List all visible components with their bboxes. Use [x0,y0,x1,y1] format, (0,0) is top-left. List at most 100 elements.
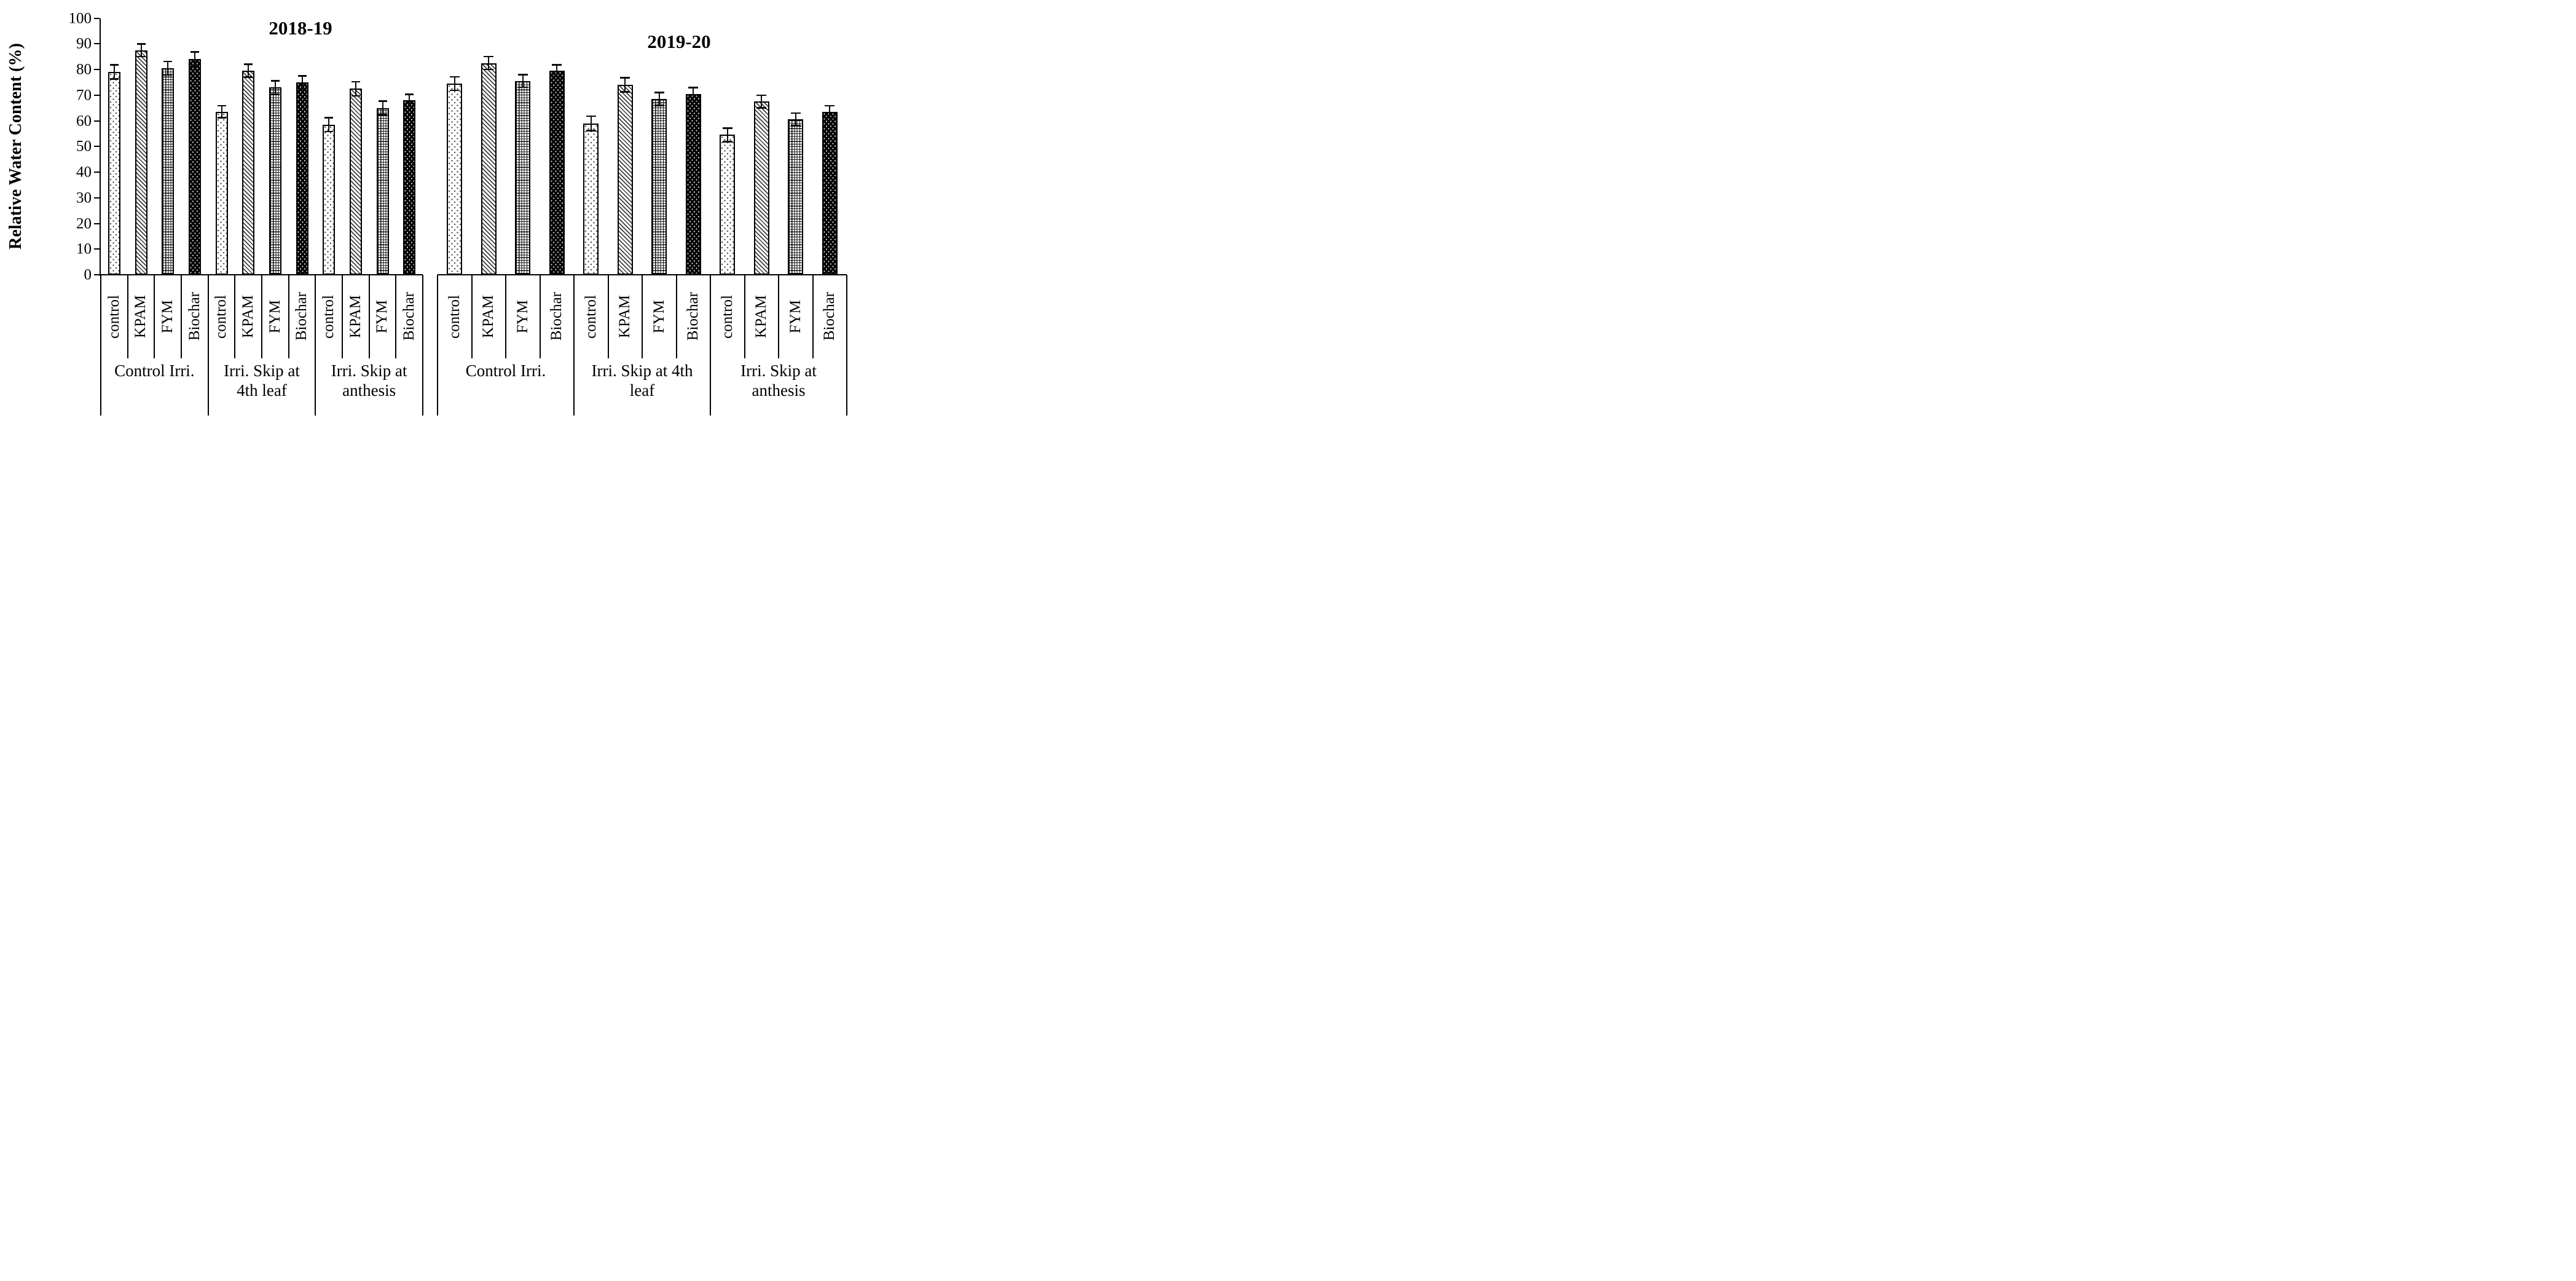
bar-label-cell: Biochar [289,276,316,357]
error-bar-cap-top [484,55,494,58]
bar-label-cell: FYM [779,276,813,357]
bar-label-cell: KPAM [608,276,643,357]
error-bar-cap-bottom [586,130,596,132]
error-bar-cap-bottom [297,88,307,90]
y-tick [94,120,100,122]
error-bar-cap-top [586,115,596,117]
bar-label: FYM [787,299,804,334]
label-separator-line [675,275,677,358]
bar-label-cell: control [574,276,608,357]
y-tick [94,223,100,224]
error-bar-cap-top [756,94,767,97]
y-tick-label: 60 [76,112,92,129]
y-axis-title: Relative Water Content (%) [6,43,25,250]
y-tick-label: 30 [76,189,92,207]
y-tick-label: 40 [76,164,92,181]
error-bar-line [248,64,249,77]
bar-label: FYM [266,299,283,334]
bar-KPAM [135,50,147,275]
error-bar-cap-top [790,112,801,114]
y-tick [94,94,100,96]
bar-label: Biochar [548,292,565,341]
label-separator-line [812,275,814,358]
error-bar-line [693,87,694,101]
bar-Biochar [822,111,838,275]
bar-label-cell: control [101,276,128,357]
bar-Biochar [296,82,308,275]
bar-label: control [446,294,463,339]
group-separator-line [100,275,101,416]
error-bar-line [454,76,455,91]
error-bar-line [726,128,728,142]
group-separator-line [207,275,209,416]
error-bar-line [167,61,169,76]
group-caption: Control Irri. [101,361,208,416]
error-bar-cap-bottom [136,55,146,58]
label-separator-line [181,275,182,358]
error-bar-line [140,44,142,57]
error-bar-line [556,65,558,77]
error-bar-cap-bottom [190,65,199,68]
group-caption: Irri. Skip at anthesis [315,361,423,416]
error-bar-cap-top [244,63,253,65]
bar-label-cell: KPAM [128,276,155,357]
error-bar-line [328,117,330,132]
bar-Biochar [403,100,416,275]
bar-label: FYM [650,299,667,334]
error-bar-cap-top [378,100,387,102]
y-tick-label: 90 [76,35,92,52]
y-axis-line [100,18,101,276]
y-tick [94,17,100,19]
error-bar-line [761,95,763,108]
group-caption: Control Irri. [438,361,574,416]
bar-label: control [718,294,736,339]
bar-label: KPAM [240,295,257,338]
error-bar-cap-top [552,64,562,66]
bar-KPAM [481,63,497,275]
error-bar-cap-top [136,43,146,45]
label-separator-line [395,275,397,358]
bar-FYM [515,81,531,275]
bar-chart-relative-water-content: Relative Water Content (%) 0 10 20 30 40 50 60… [0,0,858,427]
group-caption: Irri. Skip at 4th leaf [574,361,710,416]
y-tick [94,248,100,250]
bar-label-cell: control [208,276,235,357]
error-bar-cap-top [722,127,732,129]
error-bar-line [113,65,115,79]
error-bar-cap-bottom [517,86,528,89]
y-tick [94,69,100,70]
y-tick-label: 0 [84,266,92,283]
error-bar-cap-top [620,77,630,79]
error-bar-cap-bottom [405,105,414,108]
error-bar-line [488,56,490,70]
label-separator-line [154,275,155,358]
error-bar-line [382,101,383,115]
bar-FYM [269,87,281,275]
error-bar-cap-top [405,93,414,95]
group-caption-line: Irri. Skip at 4th [591,361,693,380]
y-tick [94,197,100,199]
error-bar-line [590,116,592,131]
error-bar-cap-bottom [484,68,494,71]
error-bar-line [194,52,195,67]
error-bar-cap-top [688,87,699,89]
error-bar-cap-bottom [825,117,835,119]
error-bar-cap-bottom [244,76,253,78]
bar-control [720,135,736,275]
bar-label-cell: KPAM [472,276,506,357]
error-bar-line [301,76,303,89]
bar-FYM [651,99,667,275]
bar-label-cell: FYM [262,276,289,357]
group-caption-line: Irri. Skip at [740,361,817,380]
bar-label: KPAM [347,295,364,338]
error-bar-cap-bottom [324,130,334,133]
bar-label-cell: KPAM [745,276,779,357]
error-bar-cap-bottom [722,141,732,143]
bar-label-cell: Biochar [396,276,423,357]
error-bar-cap-bottom [217,117,226,119]
label-separator-line [471,275,473,358]
error-bar-cap-bottom [163,74,173,76]
error-bar-cap-top [217,104,226,107]
bar-FYM [788,119,804,275]
y-tick [94,274,100,275]
